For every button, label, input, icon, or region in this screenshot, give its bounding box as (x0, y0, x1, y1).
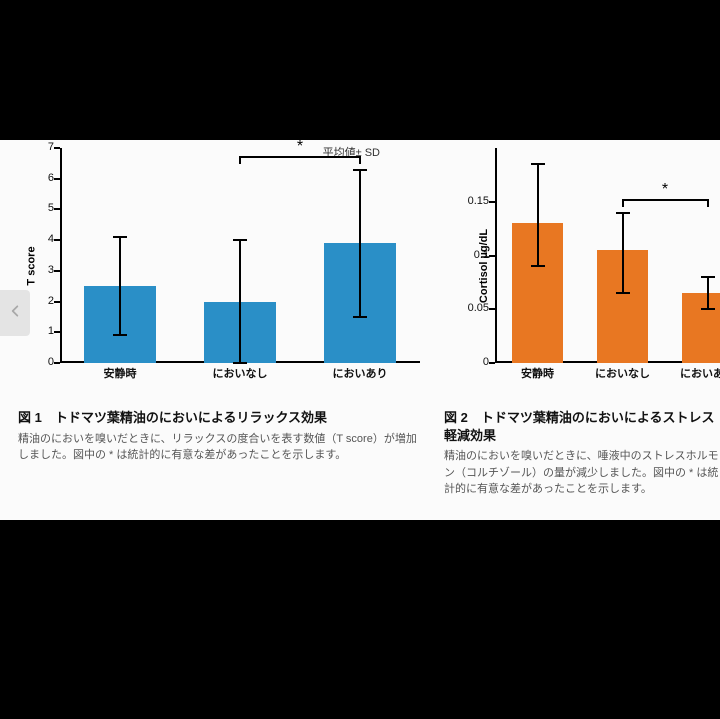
y-tick-label: 4 (18, 233, 54, 245)
y-tick (54, 301, 60, 303)
chart-2: 00.050.10.15安静時においなしにおいあり* Cortisol µg/d… (495, 148, 710, 383)
chart-2-caption-title: 図 2 トドマツ葉精油のにおいによるストレス軽減効果 (444, 409, 720, 444)
figure-strip: 平均値± SD 01234567安静時においなしにおいあり* T score 図… (0, 140, 720, 520)
x-category-label: においあり (665, 365, 720, 381)
error-cap (233, 362, 247, 364)
chart-1-plot: 01234567安静時においなしにおいあり* (60, 148, 420, 363)
error-cap (701, 276, 715, 278)
error-bar (239, 240, 241, 363)
y-tick-label: 5 (18, 202, 54, 214)
y-tick (54, 270, 60, 272)
chart-1: 平均値± SD 01234567安静時においなしにおいあり* T score (60, 148, 420, 383)
significance-bracket (623, 199, 708, 201)
panel-chart-2: 00.050.10.15安静時においなしにおいあり* Cortisol µg/d… (440, 140, 720, 520)
y-tick-label: 6 (18, 172, 54, 184)
bar (682, 293, 720, 363)
chart-2-caption: 図 2 トドマツ葉精油のにおいによるストレス軽減効果 精油のにおいを嗅いだときに… (444, 409, 720, 498)
y-tick (489, 201, 495, 203)
chart-2-y-axis (495, 148, 497, 363)
y-tick-label: 0 (453, 356, 489, 368)
significance-drop (622, 199, 624, 207)
error-cap (616, 212, 630, 214)
significance-drop (359, 156, 361, 164)
x-category-label: においなし (180, 365, 300, 381)
y-tick (54, 178, 60, 180)
chevron-left-icon (8, 300, 22, 327)
error-cap (353, 169, 367, 171)
error-cap (353, 316, 367, 318)
significance-drop (707, 199, 709, 207)
x-category-label: においあり (300, 365, 420, 381)
y-tick (489, 362, 495, 364)
error-bar (359, 170, 361, 317)
significance-drop (239, 156, 241, 164)
y-tick (54, 239, 60, 241)
significance-bracket (240, 156, 360, 158)
error-cap (701, 308, 715, 310)
y-tick (54, 331, 60, 333)
y-tick-label: 0.05 (453, 302, 489, 314)
y-tick-label: 0 (18, 356, 54, 368)
y-tick-label: 7 (18, 141, 54, 153)
chart-2-plot: 00.050.10.15安静時においなしにおいあり* (495, 148, 710, 363)
error-cap (531, 265, 545, 267)
chart-1-y-label: T score (26, 246, 38, 285)
y-tick-label: 0.15 (453, 195, 489, 207)
error-bar (119, 237, 121, 335)
back-button[interactable] (0, 290, 30, 336)
error-cap (531, 163, 545, 165)
page: 平均値± SD 01234567安静時においなしにおいあり* T score 図… (0, 0, 720, 719)
chart-2-caption-body: 精油のにおいを嗅いだときに、唾液中のストレスホルモン（コルチゾール）の量が減少し… (444, 448, 720, 498)
chart-1-y-axis (60, 148, 62, 363)
chart-1-caption: 図 1 トドマツ葉精油のにおいによるリラックス効果 精油のにおいを嗅いだときに、… (18, 409, 422, 464)
panels: 平均値± SD 01234567安静時においなしにおいあり* T score 図… (0, 140, 720, 520)
error-bar (537, 164, 539, 266)
chart-1-caption-title: 図 1 トドマツ葉精油のにおいによるリラックス効果 (18, 409, 422, 427)
error-bar (707, 277, 709, 309)
y-tick (54, 147, 60, 149)
y-tick (54, 362, 60, 364)
error-cap (616, 292, 630, 294)
panel-chart-1: 平均値± SD 01234567安静時においなしにおいあり* T score 図… (0, 140, 440, 520)
x-category-label: 安静時 (495, 365, 580, 381)
y-tick (54, 208, 60, 210)
error-cap (113, 334, 127, 336)
error-bar (622, 213, 624, 294)
x-category-label: 安静時 (60, 365, 180, 381)
significance-star: * (657, 181, 673, 199)
y-tick (489, 308, 495, 310)
error-cap (233, 239, 247, 241)
x-category-label: においなし (580, 365, 665, 381)
error-cap (113, 236, 127, 238)
chart-2-y-label: Cortisol µg/dL (478, 228, 490, 302)
significance-star: * (292, 138, 308, 156)
chart-1-caption-body: 精油のにおいを嗅いだときに、リラックスの度合いを表す数値（T score）が増加… (18, 431, 422, 464)
